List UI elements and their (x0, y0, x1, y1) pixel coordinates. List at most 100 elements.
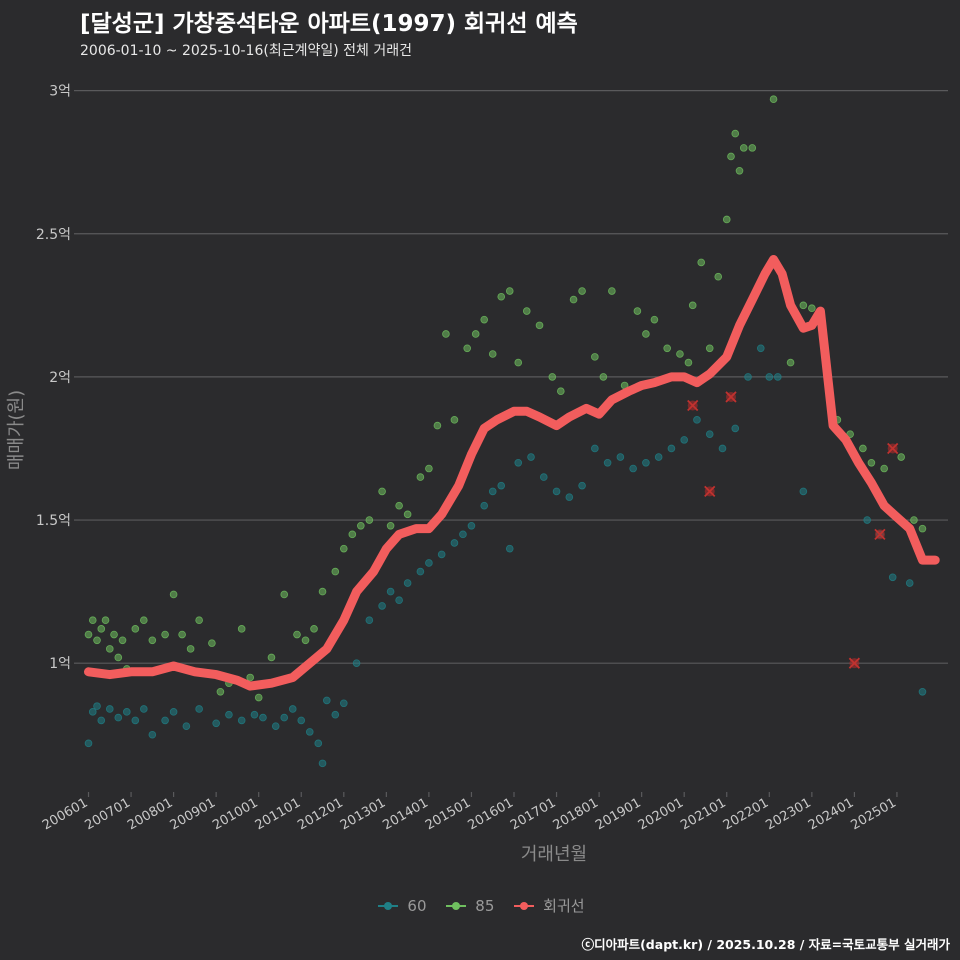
point-85 (480, 315, 489, 324)
point-60 (591, 444, 599, 453)
point-60 (918, 688, 927, 696)
point-85 (433, 421, 442, 430)
outliers (687, 391, 899, 669)
point-85 (463, 344, 471, 353)
point-85 (684, 358, 693, 367)
point-60 (654, 453, 663, 461)
point-60 (539, 473, 548, 481)
x-tick-label: 201101 (253, 795, 303, 833)
point-85 (186, 645, 195, 653)
point-60 (888, 573, 897, 582)
point-85 (514, 358, 523, 367)
point-60 (731, 424, 740, 433)
point-85 (591, 353, 599, 361)
point-60 (705, 430, 714, 438)
point-60 (250, 710, 259, 719)
point-85 (748, 144, 757, 152)
x-tick-label: 201701 (508, 795, 558, 833)
point-60 (182, 722, 191, 730)
point-85 (216, 688, 225, 696)
point-85 (425, 464, 433, 473)
credit-text: ⓒ디아파트(dapt.kr) / 2025.10.28 / 자료=국토교통부 실… (581, 937, 950, 952)
point-85 (84, 630, 93, 639)
point-60 (280, 713, 289, 722)
point-60 (774, 373, 782, 381)
y-tick-label: 2.5억 (36, 227, 71, 243)
point-60 (603, 458, 612, 467)
point-85 (650, 315, 659, 324)
point-85 (880, 464, 888, 473)
point-85 (697, 258, 706, 267)
point-60 (331, 710, 340, 719)
point-60 (497, 481, 506, 490)
point-85 (522, 307, 531, 315)
point-85 (786, 358, 795, 367)
legend-key-85 (443, 896, 469, 916)
point-85 (642, 330, 650, 338)
point-60 (212, 719, 220, 728)
x-tick-label: 200601 (40, 795, 90, 833)
point-60 (467, 521, 476, 530)
point-60 (365, 616, 374, 625)
point-60 (237, 716, 246, 725)
point-85 (450, 416, 459, 424)
point-85 (395, 501, 403, 510)
point-60 (667, 444, 676, 453)
point-85 (178, 630, 186, 639)
point-85 (731, 129, 740, 138)
point-85 (599, 373, 608, 381)
point-85 (799, 301, 808, 310)
point-85 (93, 636, 101, 645)
point-85 (663, 344, 671, 353)
point-85 (114, 653, 123, 662)
point-60 (140, 705, 148, 713)
point-85 (897, 453, 905, 461)
point-85 (722, 215, 731, 224)
point-60 (437, 550, 446, 559)
x-tick-label: 201801 (551, 795, 601, 833)
point-60 (578, 481, 586, 490)
legend: 60 85 회귀선 (0, 895, 960, 920)
point-85 (497, 292, 506, 301)
point-85 (301, 636, 310, 645)
x-tick-label: 201901 (593, 795, 643, 833)
point-85 (416, 473, 425, 481)
point-85 (505, 287, 514, 295)
outlier-x (848, 657, 861, 669)
point-60 (322, 696, 331, 705)
y-axis-title: 매매가(원) (6, 390, 27, 470)
point-85 (310, 625, 318, 633)
point-85 (331, 567, 340, 576)
point-85 (161, 630, 169, 639)
y-tick-label: 1.5억 (36, 513, 71, 529)
point-85 (340, 544, 348, 553)
legend-item-trend: 회귀선 (511, 895, 585, 916)
point-60 (459, 530, 467, 539)
point-60 (552, 487, 561, 496)
point-85 (688, 301, 697, 310)
point-85 (918, 524, 927, 533)
y-tick-label: 3억 (49, 84, 71, 100)
point-85 (195, 616, 203, 625)
point-85 (293, 630, 301, 639)
legend-label-85: 85 (475, 896, 495, 915)
point-85 (808, 304, 816, 312)
point-85 (131, 625, 140, 633)
chart-title: [달성군] 가창중석타운 아파트(1997) 회귀선 예측 (80, 11, 578, 37)
point-60 (259, 713, 267, 722)
point-60 (680, 436, 688, 444)
point-85 (118, 636, 127, 645)
x-tick-label: 202501 (848, 795, 898, 833)
point-60 (616, 453, 625, 461)
point-85 (769, 95, 778, 104)
legend-item-85: 85 (443, 896, 494, 916)
point-60 (84, 739, 93, 748)
point-85 (569, 295, 578, 304)
point-85 (578, 287, 586, 295)
point-60 (169, 708, 178, 716)
point-85 (148, 636, 157, 645)
point-85 (403, 510, 412, 519)
outlier-x (887, 442, 899, 455)
point-85 (365, 516, 374, 524)
